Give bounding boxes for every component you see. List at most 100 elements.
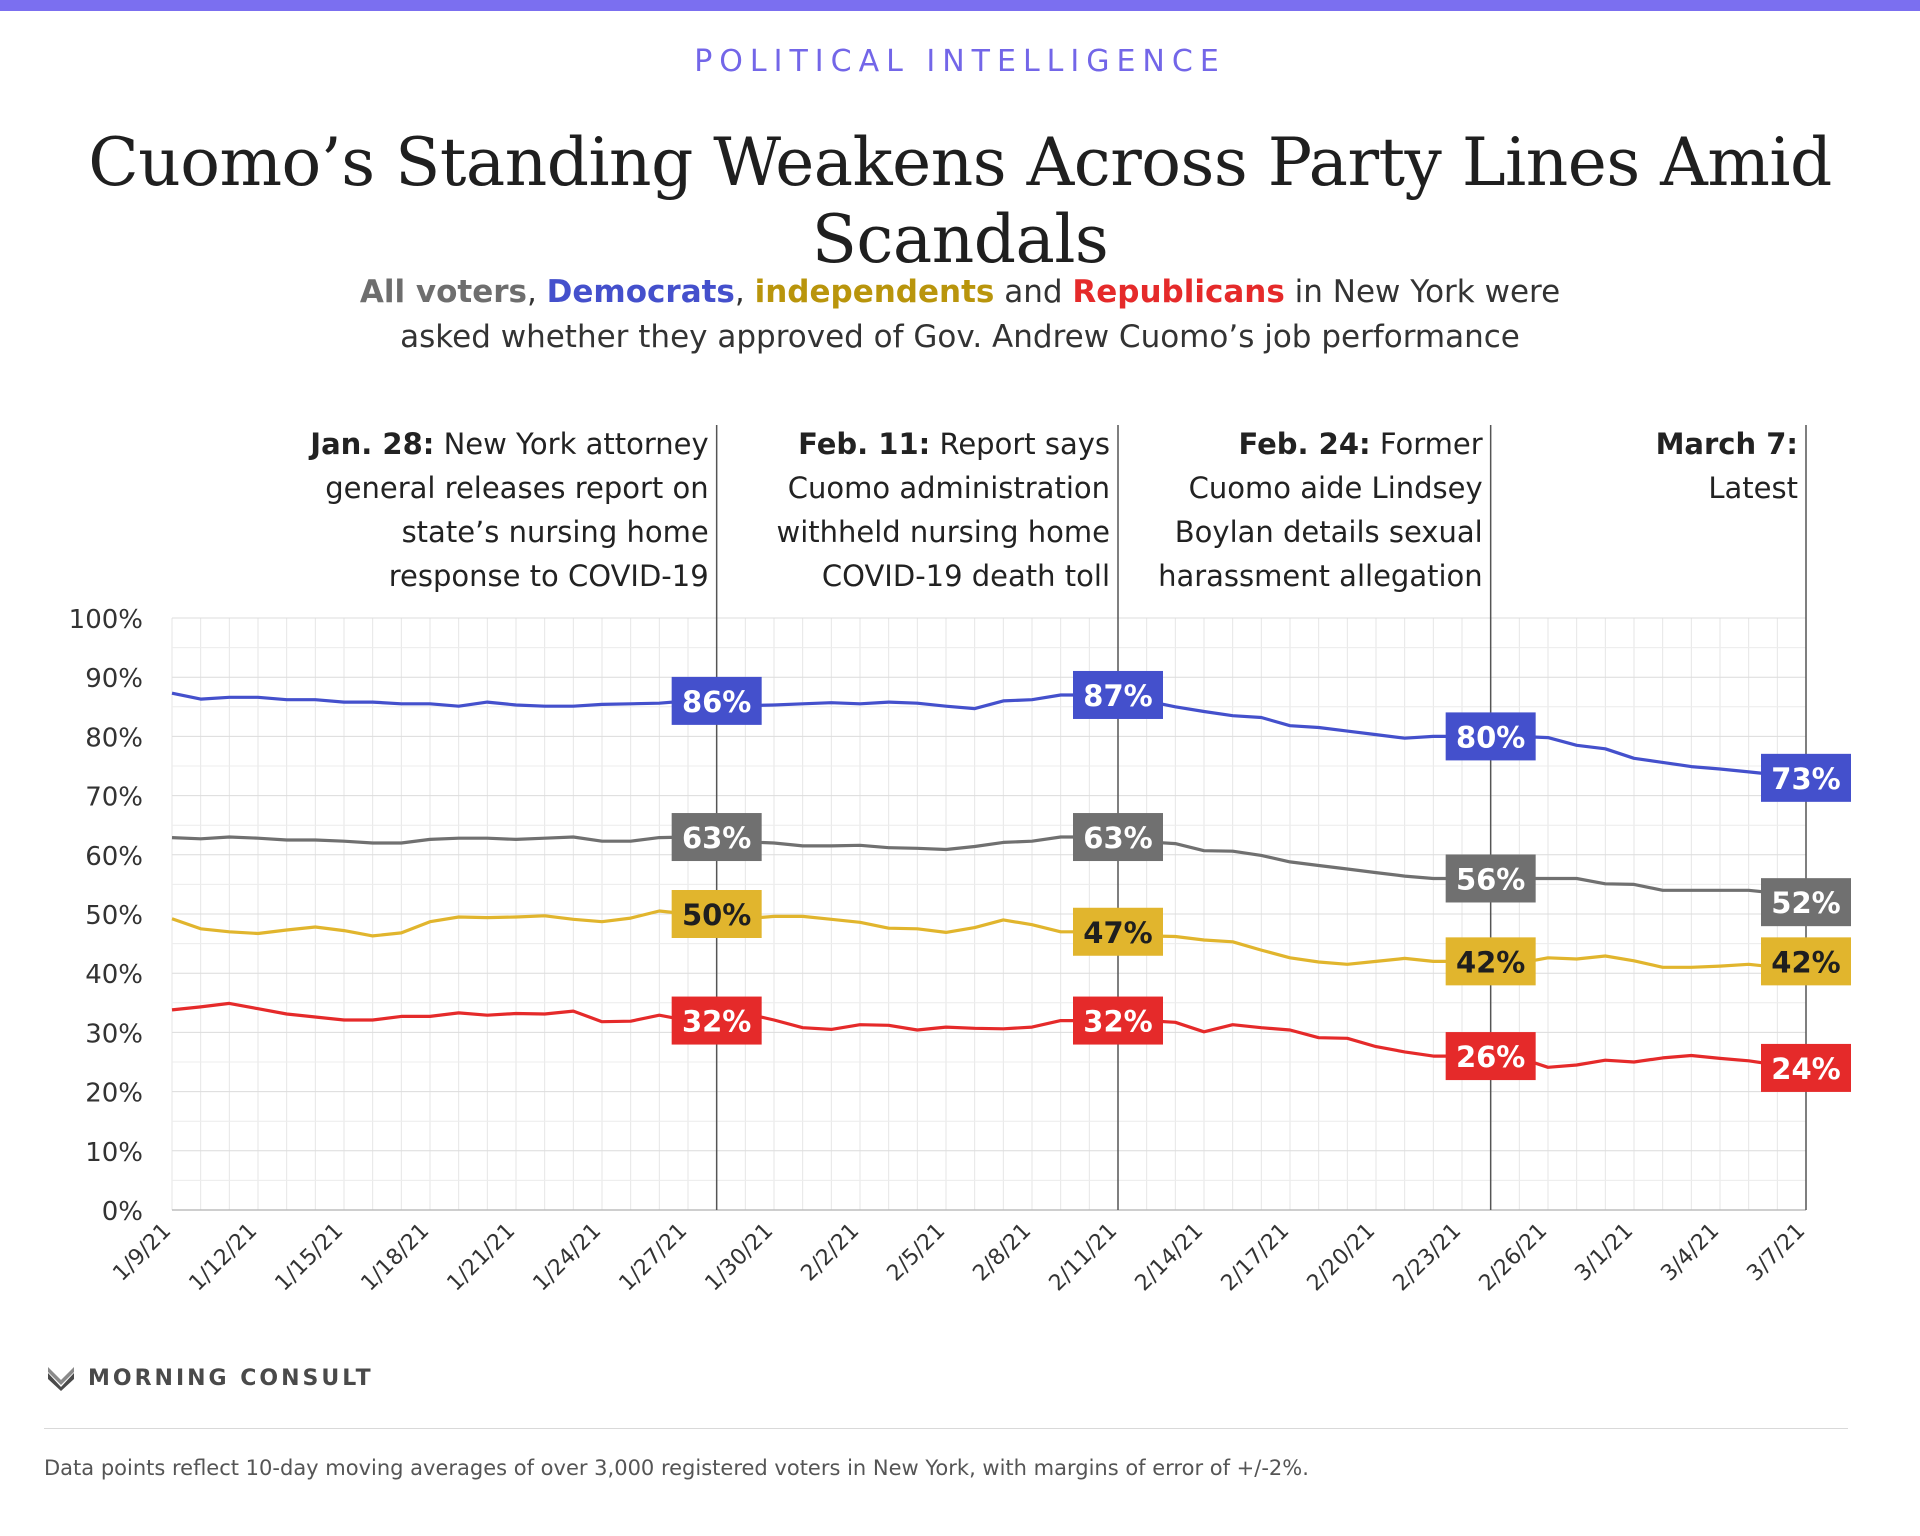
event-annotation-date: Feb. 11:	[798, 427, 930, 461]
event-annotation-line: response to COVID-19	[389, 559, 709, 593]
value-label-all: 63%	[1083, 821, 1152, 855]
event-annotation-line: state’s nursing home	[402, 515, 709, 549]
x-tick-label: 2/11/21	[1045, 1219, 1123, 1297]
y-tick-label: 100%	[69, 605, 143, 635]
value-label-box-dem	[1445, 712, 1536, 761]
value-label-ind: 42%	[1771, 945, 1840, 979]
event-annotation-line: March 7:	[1656, 427, 1798, 461]
value-label-dem: 80%	[1456, 720, 1525, 754]
series-line-rep	[171, 1001, 1807, 1070]
x-tick-label: 1/15/21	[271, 1219, 349, 1297]
x-tick-label: 2/23/21	[1389, 1219, 1467, 1297]
event-annotation-line: COVID-19 death toll	[822, 559, 1110, 593]
x-tick-label: 2/26/21	[1475, 1219, 1553, 1297]
y-tick-label: 80%	[85, 723, 143, 753]
subtitle-all-voters: All voters	[359, 274, 527, 310]
value-label-box-ind	[1445, 937, 1536, 986]
x-tick-label: 2/20/21	[1303, 1219, 1381, 1297]
value-label-box-all	[1761, 878, 1851, 927]
value-label-rep: 24%	[1771, 1052, 1840, 1086]
y-tick-label: 30%	[85, 1019, 143, 1049]
event-annotation-text: Report says	[930, 427, 1110, 461]
x-tick-label: 2/2/21	[796, 1219, 864, 1287]
x-tick-label: 2/5/21	[882, 1219, 950, 1287]
chart-title: Cuomo’s Standing Weakens Across Party Li…	[88, 124, 1832, 278]
event-annotation-text: New York attorney	[434, 427, 708, 461]
value-label-box-rep	[671, 996, 762, 1045]
series-line-all	[171, 835, 1807, 904]
x-tick-label: 1/9/21	[108, 1219, 176, 1287]
x-tick-label: 1/21/21	[443, 1219, 521, 1297]
event-annotation-line: Cuomo administration	[788, 471, 1110, 505]
value-label-all: 52%	[1771, 886, 1840, 920]
x-tick-label: 1/27/21	[615, 1219, 693, 1297]
line-chart: 0%10%20%30%40%50%60%70%80%90%100%1/9/21 1…	[69, 425, 1851, 1297]
y-tick-label: 70%	[85, 783, 143, 813]
y-tick-label: 50%	[85, 901, 143, 931]
value-label-box-dem	[1073, 670, 1163, 719]
event-annotation-line: Cuomo aide Lindsey	[1189, 471, 1483, 505]
x-tick-label: 1/30/21	[701, 1219, 779, 1297]
x-tick-label: 2/14/21	[1131, 1219, 1209, 1297]
x-tick-label: 1/18/21	[357, 1219, 435, 1297]
x-tick-label: 3/7/21	[1742, 1219, 1810, 1287]
value-label-box-all	[1445, 854, 1536, 903]
y-tick-label: 0%	[102, 1197, 143, 1227]
x-tick-label: 3/1/21	[1570, 1219, 1638, 1287]
footnote: Data points reflect 10-day moving averag…	[44, 1456, 1309, 1480]
brand-logo: MORNING CONSULT	[46, 1366, 374, 1391]
y-tick-label: 40%	[85, 960, 143, 990]
chart-subtitle: All voters, Democrats, independents and …	[260, 270, 1660, 360]
value-label-box-ind	[1073, 907, 1163, 956]
value-label-all: 63%	[682, 821, 751, 855]
event-annotation: March 7: Latest	[1656, 427, 1798, 505]
value-label-box-all	[1073, 813, 1163, 862]
value-label-box-all	[671, 813, 762, 862]
event-annotation: Feb. 24: Former Cuomo aide Lindsey Boylan …	[1158, 427, 1483, 593]
x-tick-label: 2/8/21	[968, 1219, 1036, 1287]
event-annotation-line: harassment allegation	[1158, 559, 1483, 593]
event-annotation: Jan. 28: New York attorney general releas…	[308, 427, 708, 593]
x-tick-label: 3/4/21	[1656, 1219, 1724, 1287]
value-label-rep: 26%	[1456, 1040, 1525, 1074]
subtitle-rest-2: asked whether they approved of Gov. Andr…	[400, 319, 1520, 355]
value-label-box-rep	[1073, 996, 1163, 1045]
event-annotation-line: Latest	[1708, 471, 1798, 505]
event-annotation-line: Feb. 11: Report says	[798, 427, 1110, 461]
value-label-box-rep	[1761, 1043, 1851, 1092]
event-annotation-line: withheld nursing home	[777, 515, 1111, 549]
subtitle-democrats: Democrats	[546, 274, 735, 310]
value-label-rep: 32%	[1083, 1005, 1152, 1039]
value-label-dem: 87%	[1083, 679, 1152, 713]
x-tick-label: 1/24/21	[529, 1219, 607, 1297]
value-label-box-ind	[1761, 937, 1851, 986]
kicker-label: POLITICAL INTELLIGENCE	[694, 44, 1226, 79]
value-label-box-ind	[671, 890, 762, 938]
subtitle-independents: independents	[754, 274, 995, 310]
value-label-box-rep	[1445, 1032, 1536, 1081]
event-annotation: Feb. 11: Report says Cuomo administration…	[777, 427, 1111, 593]
value-label-ind: 47%	[1083, 916, 1152, 950]
value-label-rep: 32%	[682, 1005, 751, 1039]
series-line-ind	[171, 909, 1807, 969]
value-label-dem: 86%	[682, 685, 751, 719]
value-label-box-dem	[671, 676, 762, 725]
series-line-dem	[171, 691, 1807, 780]
x-tick-label: 1/12/21	[185, 1219, 263, 1297]
footer-divider	[44, 1428, 1848, 1429]
event-annotation-line: Jan. 28: New York attorney	[308, 427, 708, 461]
subtitle-and: and	[994, 274, 1073, 310]
event-annotation-date: Jan. 28:	[308, 427, 434, 461]
y-tick-label: 10%	[85, 1138, 143, 1168]
subtitle-republicans: Republicans	[1072, 274, 1285, 310]
top-accent-bar	[0, 0, 1920, 11]
subtitle-sep-1: ,	[526, 274, 547, 310]
subtitle-sep-2: ,	[734, 274, 755, 310]
value-label-ind: 42%	[1456, 945, 1525, 979]
brand-name: MORNING CONSULT	[88, 1366, 374, 1391]
value-label-all: 56%	[1456, 862, 1525, 896]
event-annotation-date: March 7:	[1656, 427, 1798, 461]
value-label-box-dem	[1761, 753, 1851, 802]
event-annotation-date: Feb. 24:	[1238, 427, 1370, 461]
event-annotation-text: Former	[1371, 427, 1483, 461]
